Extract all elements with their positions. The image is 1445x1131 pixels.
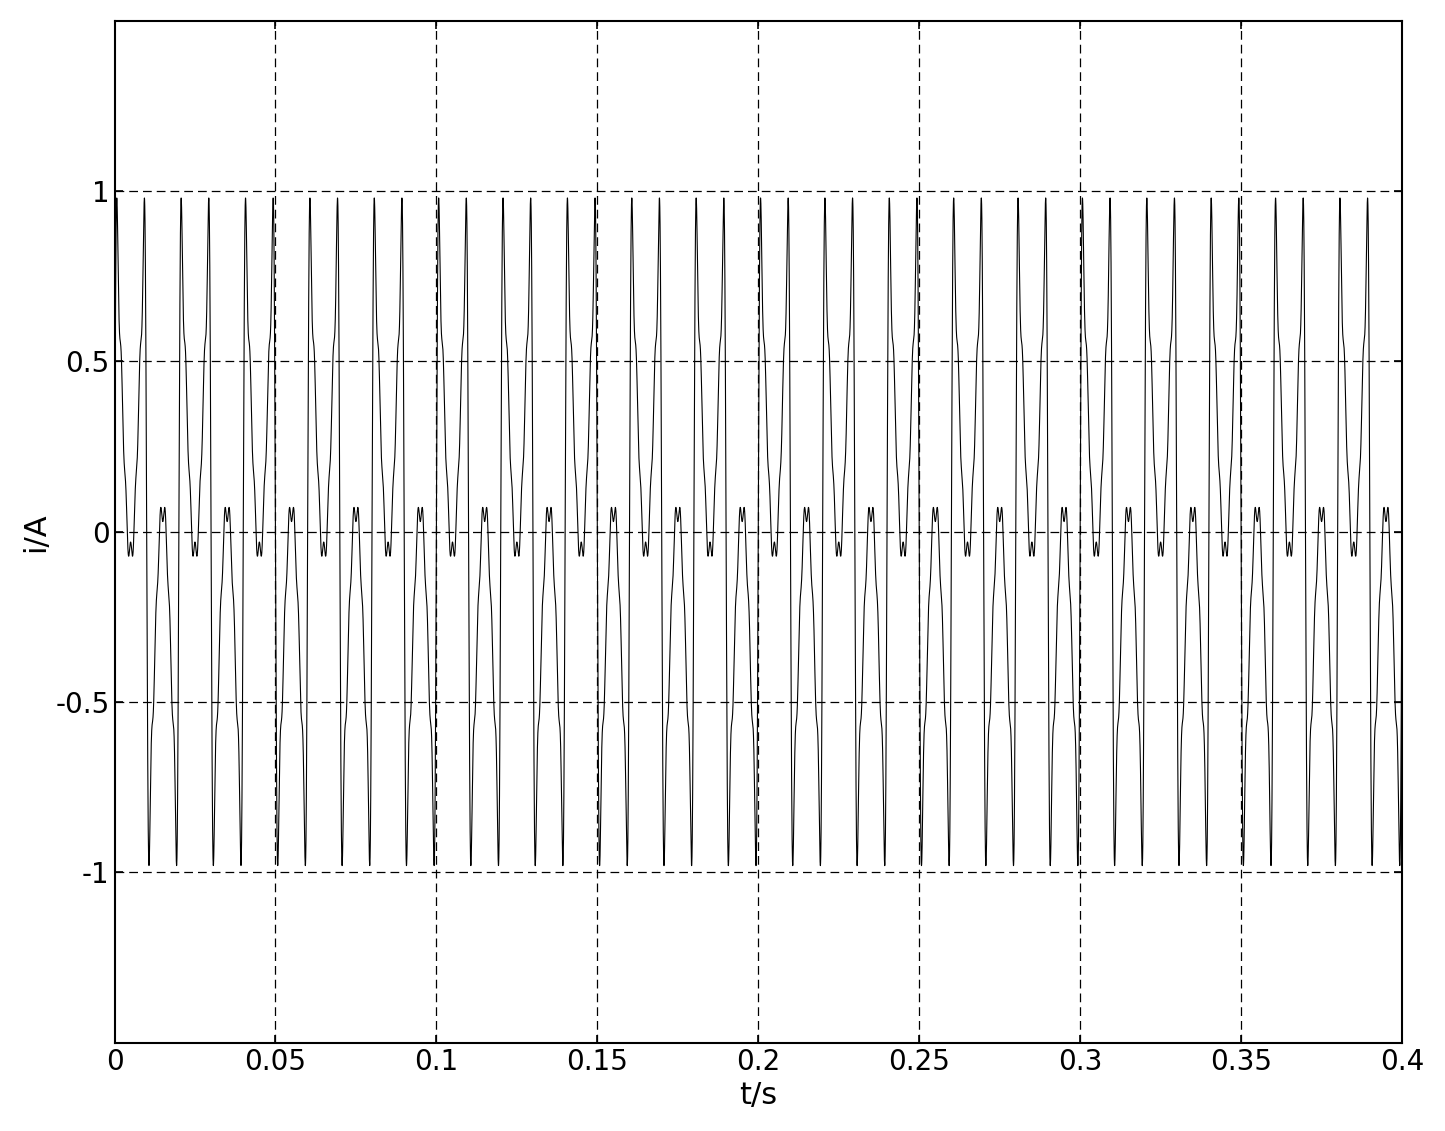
X-axis label: t/s: t/s [740, 1081, 777, 1111]
Y-axis label: i/A: i/A [20, 512, 49, 552]
